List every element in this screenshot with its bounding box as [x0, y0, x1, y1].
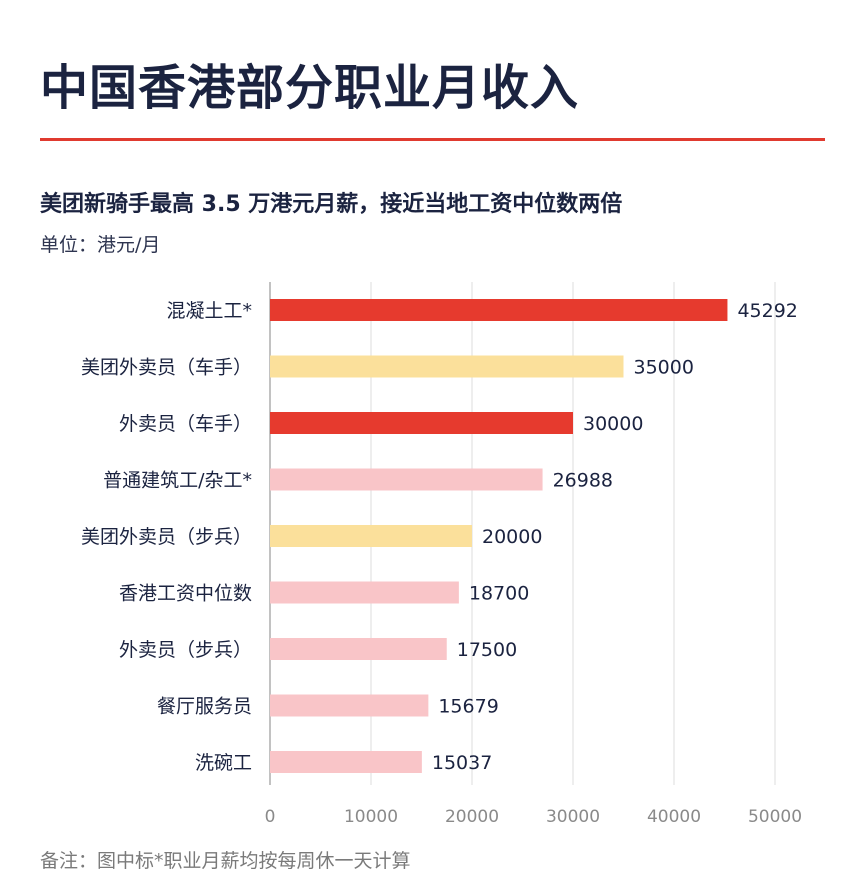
data-label: 26988 [553, 470, 613, 492]
data-label: 45292 [737, 300, 797, 322]
category-label: 外卖员（车手） [119, 413, 252, 435]
bar [270, 355, 624, 378]
bar [270, 412, 573, 434]
data-label: 15679 [438, 696, 498, 718]
chart-subtitle: 美团新骑手最高 3.5 万港元月薪，接近当地工资中位数两倍 [40, 192, 623, 217]
footnote: 备注：图中标*职业月薪均按每周休一天计算 [40, 850, 411, 872]
data-label: 20000 [482, 526, 542, 548]
x-tick-label: 30000 [546, 807, 600, 827]
category-label: 香港工资中位数 [119, 583, 252, 605]
page-title: 中国香港部分职业月收入 [40, 60, 580, 116]
data-label: 35000 [634, 357, 694, 379]
bar [270, 299, 728, 321]
category-label: 普通建筑工/杂工* [103, 470, 252, 492]
category-label: 外卖员（步兵） [119, 639, 252, 661]
bar [270, 468, 543, 491]
x-tick-label: 0 [265, 807, 276, 827]
x-tick-label: 50000 [748, 807, 802, 827]
unit-label: 单位：港元/月 [40, 234, 161, 256]
category-label: 洗碗工 [195, 752, 252, 774]
title-divider [40, 138, 825, 141]
category-label: 美团外卖员（步兵） [81, 526, 252, 548]
x-tick-label: 20000 [445, 807, 499, 827]
bar [270, 638, 447, 660]
bar [270, 581, 459, 604]
category-label: 餐厅服务员 [157, 696, 252, 718]
bar [270, 694, 429, 717]
category-label: 混凝土工* [166, 300, 252, 322]
data-label: 15037 [432, 752, 492, 774]
x-tick-label: 10000 [344, 807, 398, 827]
data-label: 17500 [457, 639, 517, 661]
data-label: 18700 [469, 583, 529, 605]
bar [270, 525, 472, 547]
x-tick-label: 40000 [647, 807, 701, 827]
data-label: 30000 [583, 413, 643, 435]
bar [270, 751, 422, 773]
category-label: 美团外卖员（车手） [81, 357, 252, 379]
